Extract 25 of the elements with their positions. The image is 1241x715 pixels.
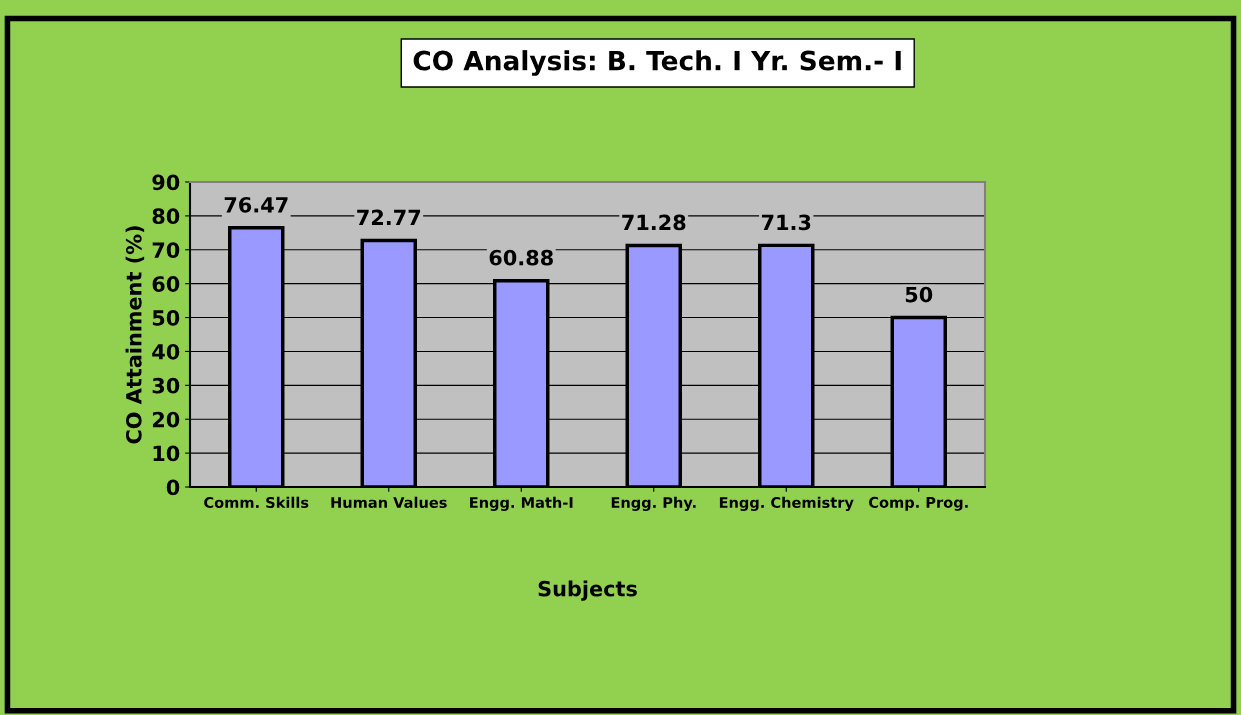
x-axis-title: Subjects bbox=[538, 580, 637, 601]
y-tick-label: 80 bbox=[152, 208, 180, 225]
x-tick-label: Comp. Prog. bbox=[869, 496, 968, 511]
x-tick-label: Engg. Phy. bbox=[611, 496, 696, 511]
y-tick-label: 90 bbox=[152, 174, 180, 191]
x-tick-label: Engg. Chemistry bbox=[719, 496, 854, 511]
data-label: 50 bbox=[905, 286, 933, 303]
y-tick-label: 60 bbox=[152, 276, 180, 292]
y-tick-label: 0 bbox=[166, 479, 180, 496]
y-tick-label: 70 bbox=[152, 242, 180, 258]
y-tick-label: 40 bbox=[152, 343, 180, 360]
data-label: 60.88 bbox=[489, 249, 553, 266]
data-label: 76.47 bbox=[224, 196, 288, 213]
x-tick-label: Comm. Skills bbox=[204, 496, 309, 509]
y-tick-label: 50 bbox=[152, 310, 180, 326]
y-tick-label: 30 bbox=[152, 377, 180, 394]
y-tick-label: 10 bbox=[153, 445, 180, 462]
y-tick-label: 20 bbox=[152, 411, 180, 428]
data-label: 72.77 bbox=[357, 209, 421, 225]
data-label: 71.3 bbox=[761, 214, 811, 231]
x-tick-label: Human Values bbox=[331, 496, 447, 509]
x-tick-label: Engg. Math-I bbox=[470, 496, 573, 511]
chart-title: CO Analysis: B. Tech. I Yr. Sem.- I bbox=[413, 50, 901, 76]
data-label: 71.28 bbox=[622, 214, 686, 231]
y-axis-title: CO Attainment (%) bbox=[125, 226, 145, 444]
